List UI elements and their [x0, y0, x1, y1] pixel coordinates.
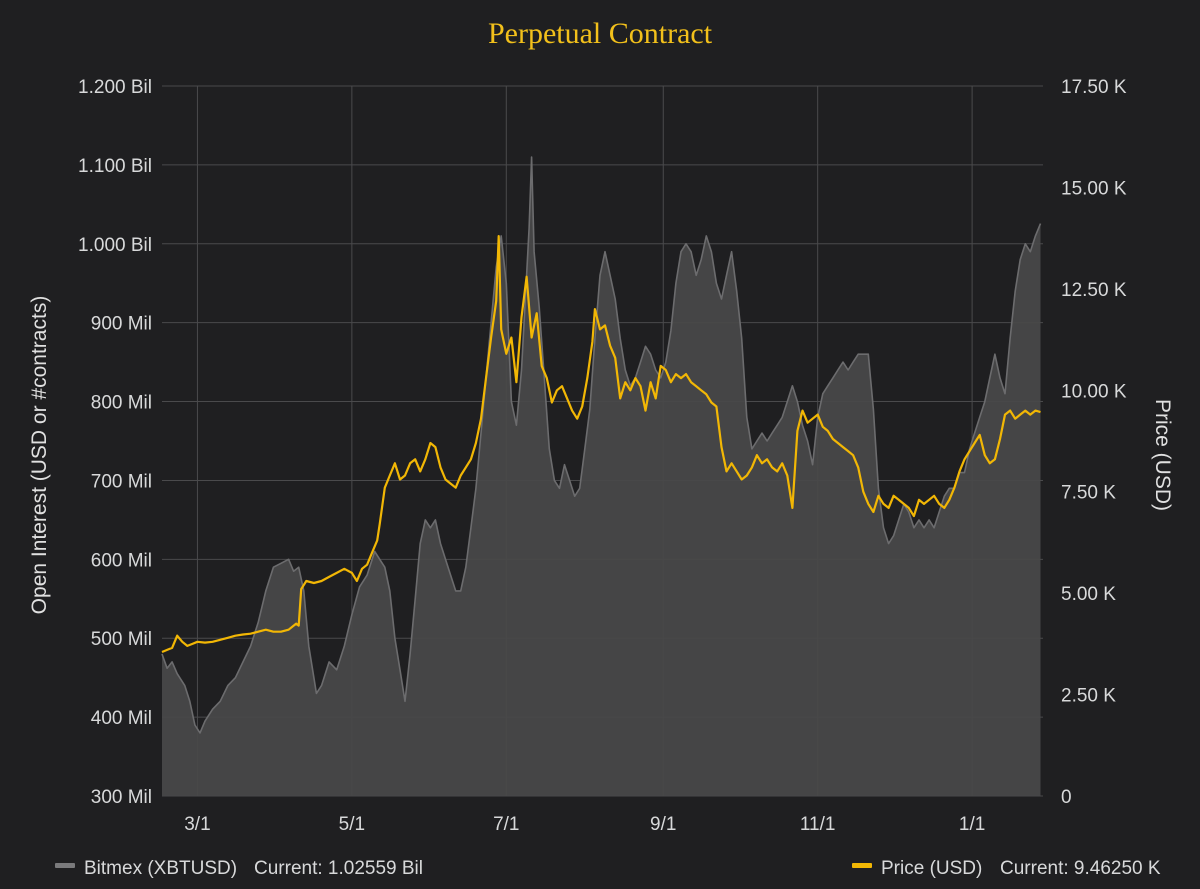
y-left-tick-label: 600 Mil: [91, 550, 152, 571]
price-line: [161, 235, 1041, 654]
tick-labels: 1.200 Bil 1.100 Bil 1.000 Bil 900 Mil 800 Mi…: [78, 77, 1127, 835]
legend-item-bitmex[interactable]: Bitmex (XBTUSD) Current: 1.02559 Bil: [55, 858, 423, 879]
y-right-tick-label: 12.50 K: [1061, 280, 1127, 301]
legend-swatch-price: [852, 863, 872, 868]
legend-label-bitmex: Bitmex (XBTUSD): [84, 858, 237, 879]
open-interest-area: [162, 157, 1041, 796]
y-left-tick-label: 1.000 Bil: [78, 235, 152, 256]
y-left-tick-label: 400 Mil: [91, 708, 152, 729]
chart-title: Perpetual Contract: [488, 17, 713, 50]
x-tick-label: 7/1: [493, 814, 519, 835]
legend-item-price[interactable]: Price (USD) Current: 9.46250 K: [852, 858, 1161, 879]
legend-current-price: Current: 9.46250 K: [1000, 858, 1161, 879]
legend-swatch-bitmex: [55, 863, 75, 868]
y-right-tick-label: 5.00 K: [1061, 584, 1116, 605]
y-right-tick-label: 2.50 K: [1061, 686, 1116, 707]
y-left-tick-label: 1.200 Bil: [78, 77, 152, 98]
y-right-tick-label: 10.00 K: [1061, 381, 1127, 402]
legend-current-bitmex: Current: 1.02559 Bil: [254, 858, 423, 879]
y-left-tick-label: 300 Mil: [91, 787, 152, 808]
y-axis-left-label: Open Interest (USD or #contracts): [28, 296, 51, 615]
x-tick-label: 5/1: [339, 814, 365, 835]
price-line-layer: [161, 235, 1041, 654]
x-tick-label: 9/1: [650, 814, 676, 835]
y-left-tick-label: 800 Mil: [91, 393, 152, 414]
legend-label-price: Price (USD): [881, 858, 982, 879]
y-right-tick-label: 0: [1061, 787, 1072, 808]
y-left-tick-label: 1.100 Bil: [78, 156, 152, 177]
y-right-tick-label: 17.50 K: [1061, 77, 1127, 98]
x-tick-label: 1/1: [959, 814, 985, 835]
y-left-tick-label: 900 Mil: [91, 314, 152, 335]
y-left-tick-label: 700 Mil: [91, 471, 152, 492]
x-tick-label: 11/1: [800, 814, 836, 835]
x-tick-label: 3/1: [184, 814, 210, 835]
y-axis-right-label: Price (USD): [1151, 399, 1174, 511]
open-interest-area-layer: [161, 156, 1042, 796]
y-right-tick-label: 15.00 K: [1061, 178, 1127, 199]
y-left-tick-label: 500 Mil: [91, 629, 152, 650]
open-interest-line: [161, 156, 1042, 734]
y-right-tick-label: 7.50 K: [1061, 483, 1116, 504]
